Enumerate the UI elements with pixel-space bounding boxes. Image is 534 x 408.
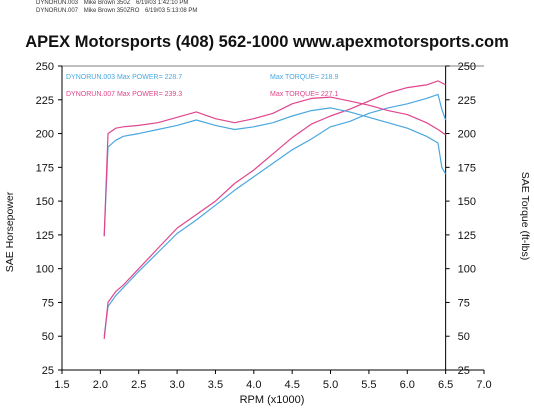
legend-entry: DYNORUN.007 Max POWER= 239.3 xyxy=(66,91,182,98)
y-tick-label-left: 75 xyxy=(42,297,54,309)
run-stamp-003: 6/19/03 1:42:10 PM xyxy=(136,0,189,6)
x-tick-label: 2.5 xyxy=(131,379,146,391)
run-header-003: DYNORUN.003 Mike Brown 350Z 6/19/03 1:42… xyxy=(36,0,192,6)
x-tick-label: 5.0 xyxy=(323,379,338,391)
y-axis-label-left: SAE Horsepower xyxy=(4,191,16,272)
x-tick-label: 6.0 xyxy=(400,379,415,391)
legend-entry: DYNORUN.003 Max POWER= 228.7 xyxy=(66,74,182,81)
y-tick-label-right: 100 xyxy=(458,264,476,276)
y-tick-label-left: 25 xyxy=(42,365,54,377)
y-axis-label-right: SAE Torque (ft-lbs) xyxy=(519,172,531,261)
y-tick-label-left: 175 xyxy=(36,162,54,174)
chart-legend: DYNORUN.003 Max POWER= 228.7 DYNORUN.007 … xyxy=(66,74,339,98)
y-tick-label-right: 225 xyxy=(458,95,476,107)
y-tick-label-left: 150 xyxy=(36,196,54,208)
x-tick-label: 7.0 xyxy=(476,379,491,391)
run-header-007: DYNORUN.007 Mike Brown 350ZRO 6/19/03 5:… xyxy=(36,8,201,14)
y-tick-label-left: 50 xyxy=(42,331,54,343)
y-tick-label-left: 125 xyxy=(36,230,54,242)
x-tick-label: 3.5 xyxy=(208,379,223,391)
y-tick-label-right: 175 xyxy=(458,162,476,174)
y-tick-label-left: 250 xyxy=(36,61,54,73)
run-detail-003: Mike Brown 350Z xyxy=(83,0,131,6)
run-detail-007: Mike Brown 350ZRO xyxy=(83,8,140,14)
page-title: APEX Motorsports (408) 562-1000 www.apex… xyxy=(25,33,509,51)
series-line-power-run_003 xyxy=(103,93,447,337)
y-tick-label-right: 75 xyxy=(458,297,470,309)
y-tick-label-right: 200 xyxy=(458,129,476,141)
y-tick-label-left: 200 xyxy=(36,129,54,141)
x-axis-label: RPM (x1000) xyxy=(240,394,305,406)
series-line-torque-run_003 xyxy=(103,107,447,237)
y-tick-label-right: 25 xyxy=(458,365,470,377)
y-tick-label-right: 150 xyxy=(458,196,476,208)
x-tick-label: 5.5 xyxy=(361,379,376,391)
y-tick-label-right: 50 xyxy=(458,331,470,343)
run-file-003: DYNORUN.003 xyxy=(36,0,79,6)
chart-ticks: 1.5 2.0 2.5 3.0 3.5 4.0 4.5 5.0 5.5 6.0 6.5 7.0 25 25… xyxy=(36,61,492,391)
x-tick-label: 1.5 xyxy=(54,379,69,391)
y-tick-label-left: 225 xyxy=(36,95,54,107)
run-stamp-007: 6/19/03 5:13:08 PM xyxy=(145,8,198,14)
y-tick-label-right: 125 xyxy=(458,230,476,242)
legend-entry: Max TORQUE= 218.9 xyxy=(270,74,339,81)
series-line-power-run_007 xyxy=(103,80,446,339)
x-tick-label: 6.5 xyxy=(438,379,453,391)
chart-series xyxy=(103,80,447,339)
x-tick-label: 4.0 xyxy=(246,379,261,391)
chart-axes xyxy=(61,65,484,371)
legend-entry: Max TORQUE= 227.1 xyxy=(270,91,339,98)
x-tick-label: 2.0 xyxy=(93,379,108,391)
x-tick-label: 3.0 xyxy=(169,379,184,391)
y-tick-label-left: 100 xyxy=(36,264,54,276)
y-tick-label-right: 250 xyxy=(458,61,476,73)
series-line-torque-run_007 xyxy=(103,96,446,237)
x-tick-label: 4.5 xyxy=(285,379,300,391)
run-file-007: DYNORUN.007 xyxy=(36,8,79,14)
